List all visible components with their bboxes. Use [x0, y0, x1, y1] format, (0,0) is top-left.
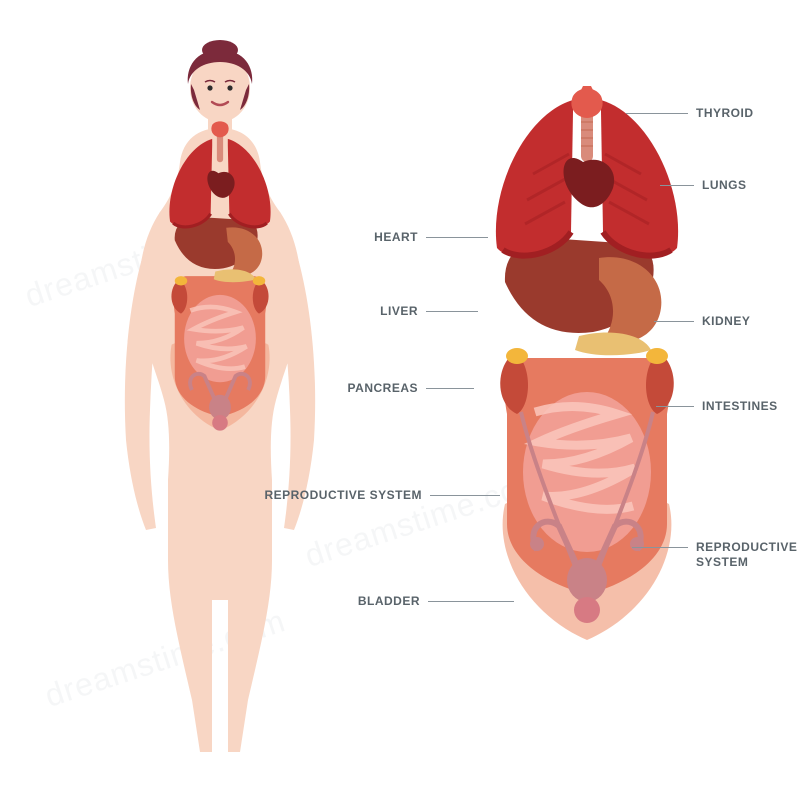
label-stomach: KIDNEY: [654, 314, 750, 328]
label-thyroid: THYROID: [626, 106, 754, 120]
label-text: BLADDER: [358, 594, 420, 608]
label-reproductive: REPRODUCTIVESYSTEM: [632, 540, 797, 570]
label-text: LIVER: [380, 304, 418, 318]
label-text: HEART: [374, 230, 418, 244]
label-lungs: LUNGS: [660, 178, 747, 192]
full-body-figure: [60, 40, 380, 760]
label-text: REPRODUCTIVESYSTEM: [696, 540, 797, 570]
label-text: REPRODUCTIVE SYSTEM: [264, 488, 422, 502]
label-kidney: PANCREAS: [348, 381, 474, 395]
label-text: PANCREAS: [348, 381, 418, 395]
label-text: INTESTINES: [702, 399, 778, 413]
hair-bun: [202, 40, 238, 60]
label-text: LUNGS: [702, 178, 747, 192]
eye-right: [227, 85, 232, 90]
label-pancreas: INTESTINES: [656, 399, 778, 413]
label-bladder: BLADDER: [358, 594, 514, 608]
label-text: THYROID: [696, 106, 754, 120]
anatomy-infographic: dreamstime.com dreamstime.com dreamstime…: [0, 0, 800, 800]
label-heart: HEART: [374, 230, 488, 244]
organ-diagram: [452, 86, 722, 666]
label-intestines: REPRODUCTIVE SYSTEM: [264, 488, 500, 502]
label-text: KIDNEY: [702, 314, 750, 328]
label-liver: LIVER: [380, 304, 478, 318]
eye-left: [207, 85, 212, 90]
